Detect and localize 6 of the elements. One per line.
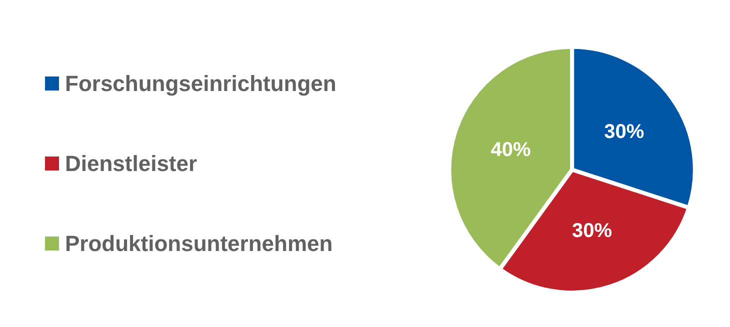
legend-label: Produktionsunternehmen [65, 231, 333, 256]
legend-label: Forschungseinrichtungen [65, 71, 336, 96]
data-label: 30% [604, 120, 644, 143]
legend-label: Dienstleister [65, 151, 198, 176]
data-label: 30% [572, 220, 612, 242]
data-label: 40% [490, 138, 532, 161]
